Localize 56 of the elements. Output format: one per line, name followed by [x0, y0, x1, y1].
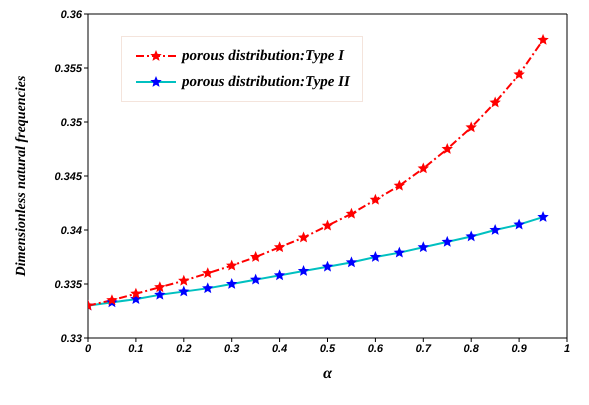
x-tick-label: 0.7 — [416, 342, 432, 355]
point — [298, 232, 310, 242]
x-tick-label: 0.3 — [224, 342, 240, 355]
point — [442, 236, 453, 247]
legend-label: porous distribution:Type I — [182, 48, 344, 64]
y-tick-label: 0.335 — [54, 278, 83, 291]
y-axis-title: Dimensionless natural frequencies — [14, 75, 29, 278]
point — [465, 121, 477, 132]
point — [250, 251, 262, 262]
x-tick-label: 1 — [564, 342, 570, 355]
point — [274, 241, 286, 252]
x-tick-label: 0 — [84, 342, 92, 355]
point — [513, 68, 525, 80]
point — [465, 230, 477, 242]
point — [418, 162, 430, 174]
x-tick-label: 0.1 — [128, 342, 144, 355]
point — [346, 208, 358, 219]
point — [537, 34, 549, 45]
point — [537, 211, 549, 222]
x-tick-label: 0.4 — [272, 342, 288, 355]
y-tick-label: 0.34 — [60, 224, 82, 237]
point — [202, 267, 214, 278]
point — [298, 265, 310, 276]
point — [202, 282, 214, 294]
x-tick-label: 0.2 — [176, 342, 192, 355]
point — [154, 281, 166, 292]
x-tick-label: 0.5 — [320, 342, 336, 355]
point — [154, 288, 166, 300]
point — [489, 96, 501, 108]
point — [178, 274, 190, 286]
point — [394, 180, 406, 191]
point — [513, 218, 525, 230]
point — [178, 286, 190, 296]
x-tick-label: 0.8 — [464, 342, 480, 355]
point — [442, 143, 453, 154]
point — [322, 260, 334, 272]
y-tick-label: 0.35 — [60, 116, 83, 129]
point — [322, 220, 334, 231]
point — [394, 246, 406, 258]
point — [418, 241, 430, 252]
y-tick-label: 0.36 — [60, 8, 83, 21]
point — [346, 256, 358, 268]
x-tick-label: 0.6 — [368, 342, 384, 355]
point — [370, 194, 382, 205]
point — [370, 251, 382, 262]
point — [226, 260, 238, 270]
y-tick-label: 0.355 — [54, 62, 83, 75]
y-tick-label: 0.33 — [60, 332, 82, 345]
x-axis-title: α — [323, 365, 334, 382]
point — [226, 278, 238, 289]
y-tick-label: 0.345 — [54, 170, 83, 183]
x-tick-label: 0.9 — [511, 342, 528, 355]
point — [274, 269, 286, 280]
legend-label: porous distribution:Type II — [182, 74, 350, 90]
point — [250, 274, 262, 285]
point — [489, 224, 501, 235]
